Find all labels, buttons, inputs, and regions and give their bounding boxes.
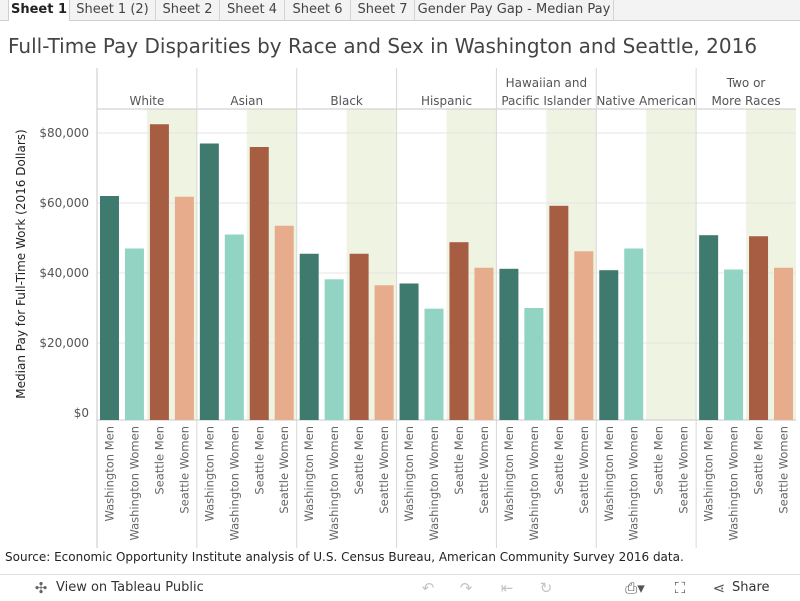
tab-sheet-1-2[interactable]: Sheet 1 (2) (70, 0, 156, 20)
fullscreen-icon[interactable]: ⛶ (674, 579, 686, 597)
tab-sheet-1[interactable]: Sheet 1 (8, 0, 70, 21)
bar-black-washington-women (324, 279, 344, 420)
group-label: Hawaiian and Pacific Islander (501, 76, 591, 108)
x-tick-label: Washington Men (602, 426, 616, 522)
y-tick-label: $20,000 (39, 336, 89, 350)
x-tick-label: Washington Women (527, 426, 541, 541)
bar-two-or-more-races-seattle-men (749, 236, 769, 420)
y-axis-label: Median Pay for Full-Time Work (2016 Doll… (14, 129, 28, 398)
x-tick-label: Seattle Men (752, 426, 766, 495)
group-label: Black (330, 94, 363, 108)
x-tick-label: Seattle Women (577, 426, 591, 514)
bar-native-american-washington-women (624, 248, 644, 420)
bar-native-american-washington-men (599, 270, 619, 420)
bar-black-seattle-women (374, 285, 394, 420)
bar-white-washington-men (99, 196, 119, 420)
x-tick-label: Seattle Men (352, 426, 366, 495)
x-tick-label: Seattle Men (452, 426, 466, 495)
bar-asian-seattle-men (249, 147, 269, 420)
view-on-tableau-public-link[interactable]: View on Tableau Public (56, 580, 204, 595)
bar-hispanic-seattle-women (474, 267, 494, 420)
source-note: Source: Economic Opportunity Institute a… (5, 550, 684, 564)
group-label: White (129, 94, 164, 108)
bar-white-seattle-women (174, 196, 194, 420)
bar-hispanic-washington-men (399, 283, 419, 420)
x-tick-label: Washington Women (127, 426, 141, 541)
group-label: Native American (596, 94, 696, 108)
x-tick-label: Seattle Women (377, 426, 391, 514)
tableau-toolbar: ✣ View on Tableau Public ↶ ↷ ⇤ ↻ ⎙▾ ⛶ ⋖ … (0, 574, 800, 601)
bar-hawaiian-and-pacific-islander-washington-men (499, 268, 519, 420)
x-tick-label: Seattle Men (152, 426, 166, 495)
bar-hawaiian-and-pacific-islander-washington-women (524, 308, 544, 420)
x-tick-label: Seattle Men (652, 426, 666, 495)
y-tick-label: $80,000 (39, 126, 89, 140)
tableau-icon: ✣ (34, 579, 48, 597)
x-tick-label: Seattle Women (477, 426, 491, 514)
redo-icon[interactable]: ↷ (459, 579, 473, 597)
sheet-tab-bar: Sheet 1 Sheet 1 (2) Sheet 2 Sheet 4 Shee… (0, 0, 800, 21)
revert-icon[interactable]: ⇤ (500, 579, 514, 597)
bar-hispanic-washington-women (424, 308, 444, 420)
bar-white-washington-women (124, 248, 144, 420)
bar-black-washington-men (299, 253, 319, 420)
bar-hawaiian-and-pacific-islander-seattle-women (574, 251, 594, 420)
x-tick-label: Washington Men (502, 426, 516, 522)
undo-icon[interactable]: ↶ (421, 579, 435, 597)
tab-sheet-6[interactable]: Sheet 6 (285, 0, 351, 20)
bar-white-seattle-men (149, 124, 169, 420)
x-tick-label: Seattle Men (552, 426, 566, 495)
x-tick-label: Washington Women (427, 426, 441, 541)
x-tick-label: Washington Women (227, 426, 241, 541)
x-tick-label: Washington Women (327, 426, 341, 541)
tab-gender-pay-gap[interactable]: Gender Pay Gap - Median Pay (415, 0, 614, 20)
x-tick-label: Washington Men (102, 426, 116, 522)
tab-sheet-2[interactable]: Sheet 2 (156, 0, 220, 20)
x-tick-label: Washington Women (727, 426, 741, 541)
x-tick-label: Washington Men (702, 426, 716, 522)
bar-hispanic-seattle-men (449, 242, 469, 420)
bar-chart: $0 $20,000 $40,000 $60,000 $80,000 Median Pay… (14, 68, 796, 548)
x-tick-label: Seattle Women (677, 426, 691, 514)
tab-sheet-4[interactable]: Sheet 4 (220, 0, 285, 20)
bar-asian-washington-men (199, 143, 219, 420)
bar-black-seattle-men (349, 253, 369, 420)
y-tick-label: $0 (74, 406, 89, 420)
bar-hawaiian-and-pacific-islander-seattle-men (549, 205, 569, 420)
x-tick-label: Seattle Women (277, 426, 291, 514)
download-icon[interactable]: ⎙▾ (625, 579, 645, 597)
bar-two-or-more-races-washington-men (699, 235, 719, 420)
x-tick-label: Washington Men (202, 426, 216, 522)
group-label: Two or More Races (711, 76, 780, 108)
group-label: Hispanic (421, 94, 472, 108)
x-tick-label: Washington Men (402, 426, 416, 522)
bar-two-or-more-races-seattle-women (774, 267, 794, 420)
chart-title: Full-Time Pay Disparities by Race and Se… (8, 34, 758, 58)
refresh-icon[interactable]: ↻ (539, 579, 553, 597)
bar-asian-washington-women (224, 234, 244, 420)
share-button[interactable]: Share (732, 580, 770, 595)
y-tick-label: $60,000 (39, 196, 89, 210)
x-tick-label: Washington Women (627, 426, 641, 541)
x-tick-label: Seattle Men (252, 426, 266, 495)
x-tick-label: Seattle Women (177, 426, 191, 514)
share-icon[interactable]: ⋖ (712, 579, 726, 597)
tab-sheet-7[interactable]: Sheet 7 (351, 0, 415, 20)
group-label: Asian (230, 94, 263, 108)
seattle-band (646, 109, 697, 420)
bar-asian-seattle-women (274, 225, 294, 420)
x-tick-label: Seattle Women (777, 426, 791, 514)
x-tick-label: Washington Men (302, 426, 316, 522)
y-tick-label: $40,000 (39, 266, 89, 280)
bar-two-or-more-races-washington-women (724, 269, 744, 420)
